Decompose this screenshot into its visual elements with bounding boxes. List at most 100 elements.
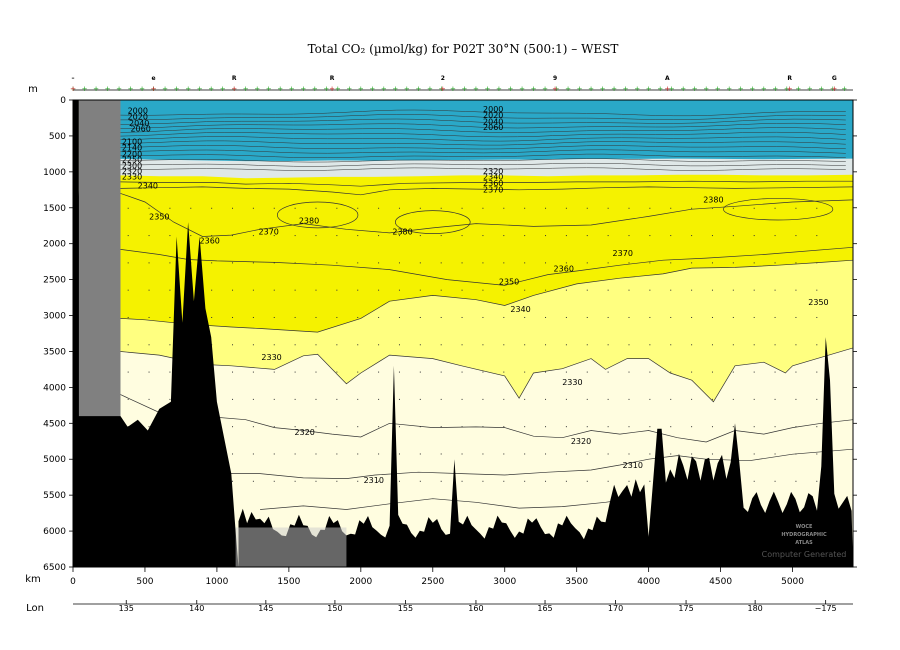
sample-dot [273, 207, 275, 209]
sample-dot [398, 398, 400, 400]
surface-contour-7 [120, 140, 846, 146]
station-plus: + [70, 85, 76, 93]
sample-dot [524, 371, 526, 373]
sample-dot [273, 371, 275, 373]
station-plus: + [795, 85, 801, 93]
sample-dot [398, 480, 400, 482]
sample-dot [357, 262, 359, 264]
sample-dot [252, 344, 254, 346]
sample-dot [795, 207, 797, 209]
contour-value-label: 2360 [554, 265, 574, 274]
sample-dot [565, 207, 567, 209]
sample-dot [315, 398, 317, 400]
sample-dot [378, 289, 380, 291]
sample-dot [482, 235, 484, 237]
lon-tick-label: 155 [398, 604, 413, 613]
station-plus: + [531, 85, 537, 93]
contour-value-label: 2350 [808, 298, 828, 307]
station-plus: + [254, 85, 260, 93]
sample-dot [628, 398, 630, 400]
sample-dot [232, 371, 234, 373]
contour-line-4 [120, 186, 853, 196]
sample-dot [545, 344, 547, 346]
sample-dot [252, 426, 254, 428]
contour-value-label: 2380 [392, 227, 412, 236]
sample-dot [711, 207, 713, 209]
sample-dot [607, 480, 609, 482]
station-plus: + [818, 85, 824, 93]
sample-dots [127, 207, 818, 482]
band-surface-blue [120, 100, 853, 162]
sample-dot [691, 316, 693, 318]
sample-dot [524, 289, 526, 291]
sample-dot [753, 344, 755, 346]
sample-dot [148, 344, 150, 346]
station-plus: + [611, 85, 617, 93]
contour-label-layer: 2000202020402060210021402200225023002320… [122, 105, 829, 485]
contour-value-label: 2360 [483, 179, 503, 188]
sample-dot [753, 289, 755, 291]
sample-dot [461, 453, 463, 455]
lon-tick-label: 135 [119, 604, 134, 613]
station-plus-red: + [831, 85, 837, 93]
km-tick-label: 500 [136, 577, 153, 587]
sample-dot [461, 316, 463, 318]
sample-dot [273, 480, 275, 482]
sample-dot [294, 426, 296, 428]
sample-dot [649, 344, 651, 346]
sample-dot [649, 480, 651, 482]
sample-dot [586, 371, 588, 373]
sample-dot [419, 235, 421, 237]
sample-dot [586, 316, 588, 318]
station-plus: + [508, 85, 514, 93]
sample-dot [774, 316, 776, 318]
sample-dot [545, 398, 547, 400]
contour-value-label: 2320 [295, 428, 315, 437]
sample-dot [774, 398, 776, 400]
station-marker: R [787, 75, 792, 82]
sample-dot [211, 316, 213, 318]
station-plus: + [404, 85, 410, 93]
sample-dot [232, 289, 234, 291]
sample-dot [357, 207, 359, 209]
sample-dot [524, 426, 526, 428]
sample-dot [565, 398, 567, 400]
station-plus: + [300, 85, 306, 93]
station-plus: + [657, 85, 663, 93]
sample-dot [795, 316, 797, 318]
sample-dot [670, 207, 672, 209]
sample-dot [419, 289, 421, 291]
sample-dot [753, 398, 755, 400]
sample-dot [816, 316, 818, 318]
sample-dot [732, 207, 734, 209]
sample-dot [232, 207, 234, 209]
sample-dot [127, 289, 129, 291]
station-plus: + [646, 85, 652, 93]
sample-dot [148, 262, 150, 264]
axis-layer: 0500100015002000250030003500400045005000… [25, 75, 857, 614]
depth-tick-label: 6000 [43, 527, 66, 537]
sample-dot [565, 235, 567, 237]
sample-dot [440, 262, 442, 264]
contour-value-label: 2340 [510, 305, 530, 314]
sample-dot [607, 371, 609, 373]
sample-dot [378, 453, 380, 455]
km-tick-label: 3000 [493, 577, 516, 587]
sample-dot [398, 344, 400, 346]
sample-dot [232, 235, 234, 237]
sample-dot [774, 235, 776, 237]
sample-dot [545, 316, 547, 318]
sample-dot [711, 453, 713, 455]
depth-tick-label: 5500 [43, 491, 66, 501]
sample-dot [482, 262, 484, 264]
sample-dot [670, 289, 672, 291]
sample-dot [607, 426, 609, 428]
station-plus: + [289, 85, 295, 93]
sample-dot [545, 207, 547, 209]
station-plus: + [220, 85, 226, 93]
sample-dot [169, 316, 171, 318]
bathymetry-seafloor [73, 107, 853, 567]
sample-dot [586, 453, 588, 455]
